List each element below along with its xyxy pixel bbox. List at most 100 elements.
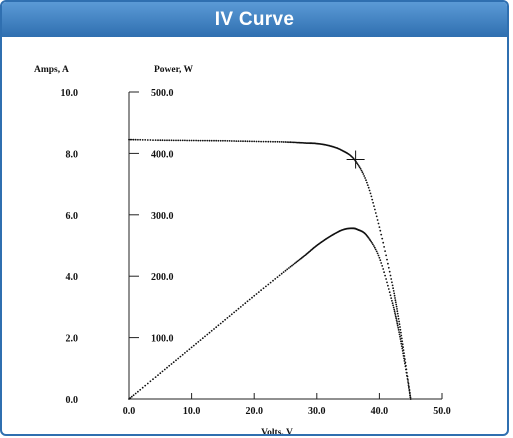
- data-point: [269, 281, 272, 284]
- data-point: [377, 222, 380, 225]
- data-point: [397, 326, 400, 329]
- data-point: [251, 296, 253, 299]
- data-point: [213, 139, 215, 142]
- data-point: [237, 307, 240, 310]
- data-point: [396, 324, 399, 327]
- data-point: [265, 285, 267, 288]
- data-point: [371, 242, 373, 244]
- data-point: [239, 140, 242, 142]
- data-point: [295, 261, 297, 264]
- data-point: [262, 140, 265, 143]
- data-point: [242, 304, 244, 306]
- data-point: [293, 141, 296, 144]
- data-point: [129, 397, 132, 399]
- y2-tick-label: 300.0: [151, 211, 174, 222]
- data-point: [291, 141, 293, 144]
- data-point: [201, 139, 204, 142]
- data-point: [230, 313, 233, 316]
- data-point: [128, 138, 130, 141]
- data-point: [146, 139, 149, 141]
- data-point: [215, 326, 218, 329]
- data-point: [177, 357, 180, 360]
- data-point: [405, 371, 408, 374]
- data-point: [172, 361, 175, 364]
- data-point: [157, 139, 159, 142]
- data-point: [144, 384, 147, 387]
- data-point: [401, 343, 404, 346]
- data-point: [374, 212, 377, 214]
- data-point: [184, 139, 186, 142]
- data-point: [399, 338, 402, 340]
- data-point: [168, 364, 171, 367]
- data-point: [222, 139, 224, 142]
- data-point: [396, 308, 398, 310]
- y-tick-label: 10.0: [61, 88, 79, 99]
- data-point: [375, 250, 378, 253]
- data-point: [405, 368, 407, 371]
- data-point: [397, 329, 400, 331]
- iv-chart: 0.0 10.0 20.0 30.0 40.0 50.0 0.0 2.0 4.0 6.0 8.0 10…: [34, 65, 451, 434]
- data-point: [199, 139, 202, 142]
- x-tick-label: 10.0: [183, 406, 201, 417]
- data-point: [280, 272, 283, 275]
- data-point: [379, 259, 382, 262]
- data-point: [407, 381, 409, 383]
- data-point: [282, 141, 285, 143]
- data-point: [379, 229, 382, 232]
- data-point: [130, 395, 133, 398]
- data-point: [222, 320, 224, 323]
- data-point: [385, 254, 387, 257]
- data-point: [370, 195, 373, 198]
- data-point: [399, 335, 401, 338]
- data-point: [386, 281, 388, 284]
- data-point: [179, 139, 182, 142]
- data-point: [289, 265, 292, 268]
- data-point: [253, 294, 256, 297]
- data-point: [380, 233, 383, 236]
- data-point: [128, 398, 130, 400]
- data-point: [206, 333, 209, 336]
- data-point: [274, 140, 277, 143]
- data-point: [149, 139, 152, 141]
- data-point: [272, 140, 274, 143]
- data-point: [215, 139, 218, 142]
- y2-tick-label: 100.0: [151, 334, 174, 345]
- data-point: [383, 246, 385, 248]
- data-point: [267, 283, 270, 286]
- data-point: [292, 141, 295, 144]
- data-point: [217, 324, 220, 327]
- data-point: [235, 140, 238, 142]
- data-point: [282, 271, 285, 273]
- data-point: [278, 141, 281, 143]
- chart-axes: [128, 92, 442, 400]
- data-point: [177, 139, 180, 142]
- y2-tick-label: 200.0: [151, 272, 174, 283]
- data-point: [390, 297, 393, 299]
- data-point: [172, 139, 175, 142]
- data-point: [395, 303, 398, 306]
- data-point: [192, 344, 195, 347]
- data-point: [387, 262, 389, 265]
- data-point: [392, 287, 394, 290]
- data-point: [159, 139, 162, 142]
- data-point: [269, 140, 272, 143]
- data-point: [372, 243, 374, 246]
- data-point: [366, 181, 368, 184]
- data-point: [188, 348, 191, 351]
- data-point: [365, 179, 367, 182]
- data-point: [394, 314, 397, 316]
- data-point: [206, 139, 209, 142]
- data-point: [166, 139, 168, 142]
- data-point: [393, 292, 396, 295]
- data-point: [383, 271, 385, 274]
- data-point: [186, 139, 189, 142]
- data-point: [399, 326, 401, 328]
- data-point: [401, 340, 404, 343]
- data-point: [393, 310, 396, 313]
- data-point: [257, 291, 260, 293]
- data-point: [237, 140, 240, 142]
- data-point: [363, 175, 366, 177]
- data-point: [292, 263, 295, 266]
- data-point: [357, 163, 359, 166]
- data-point: [370, 240, 372, 243]
